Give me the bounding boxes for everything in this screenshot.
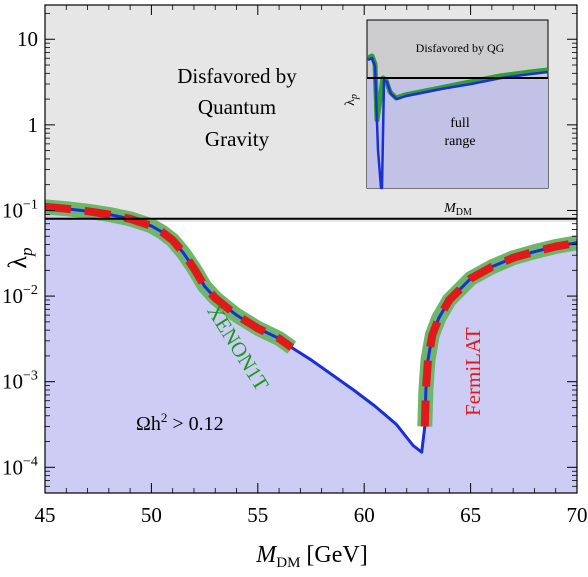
xenon-dash xyxy=(45,202,295,351)
inset-full-label-2: range xyxy=(444,134,475,149)
qg-label-2: Quantum xyxy=(198,95,276,119)
qg-label-3: Gravity xyxy=(205,127,270,151)
inset-plot: Disfavored by QG full range MDM λp xyxy=(343,19,549,218)
x-tick-label: 45 xyxy=(35,503,56,527)
inset-blue-curve xyxy=(367,56,549,190)
inset-qg-label: Disfavored by QG xyxy=(416,41,505,55)
y-tick-label: 10−3 xyxy=(2,369,38,394)
x-tick-label: 60 xyxy=(354,503,375,527)
inset-full-label-1: full xyxy=(450,116,470,131)
fermilat-label: FermiLAT xyxy=(461,327,485,416)
relic-label: Ωh2 > 0.12 xyxy=(136,410,224,435)
x-tick-label: 65 xyxy=(460,503,481,527)
y-tick-label: 10−2 xyxy=(2,283,38,308)
x-tick-label: 50 xyxy=(141,503,162,527)
x-axis-label: MDM [GeV] xyxy=(255,542,367,571)
y-tick-label: 1 xyxy=(28,113,39,137)
y-axis-label: λp xyxy=(3,247,36,268)
relic-excluded-region xyxy=(45,206,577,493)
x-tick-label: 70 xyxy=(567,503,588,527)
plot-frame xyxy=(44,4,578,494)
x-tick-label: 55 xyxy=(247,503,268,527)
ticks: 45 50 55 60 65 70 10 1 10−1 10−2 10−3 10−4 xyxy=(2,5,588,527)
y-tick-label: 10−4 xyxy=(2,454,38,479)
inset-y-label: λp xyxy=(343,94,360,106)
y-tick-label: 10 xyxy=(17,27,38,51)
inset-x-label: MDM xyxy=(443,201,472,218)
qg-label-1: Disfavored by xyxy=(177,64,297,88)
y-tick-label: 10−1 xyxy=(2,197,38,222)
